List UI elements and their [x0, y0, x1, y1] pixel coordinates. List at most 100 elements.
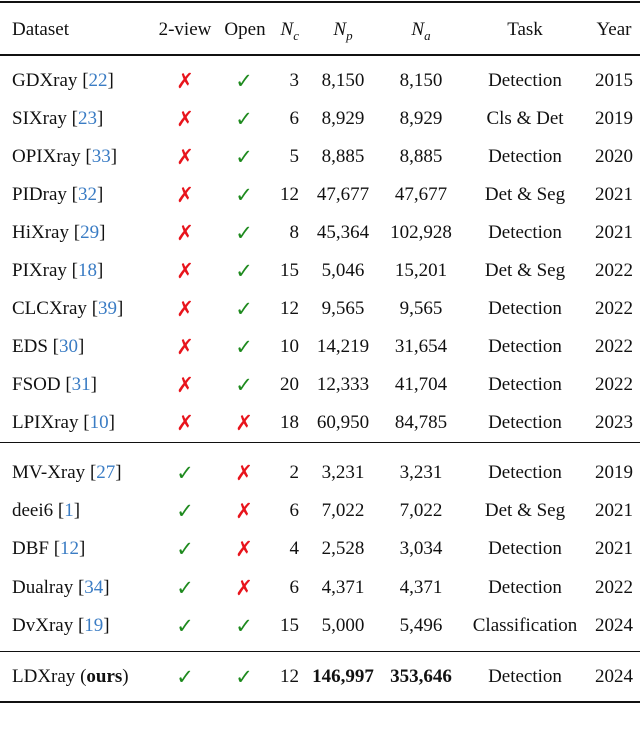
- na-cell: 7,022: [399, 500, 443, 522]
- citation-link[interactable]: 10: [89, 412, 109, 433]
- np-cell: 5,000: [321, 614, 365, 636]
- year-cell: 2021: [595, 184, 633, 205]
- task-cell: Detection: [488, 70, 562, 91]
- citation-link[interactable]: 12: [60, 538, 80, 560]
- header-nc: Nc: [280, 19, 299, 43]
- np-cell: 9,565: [321, 298, 365, 319]
- dataset-name: Dualray [34]: [12, 576, 110, 598]
- header-task: Task: [507, 19, 543, 40]
- na-cell: 4,371: [399, 576, 443, 598]
- open-check-icon: ✓: [235, 69, 253, 93]
- citation-link[interactable]: 19: [84, 614, 104, 636]
- nc-cell: 3: [289, 70, 300, 91]
- open-cross-icon: ✗: [235, 499, 253, 524]
- task-cell: Cls & Det: [486, 108, 564, 129]
- open-check-icon: ✓: [235, 335, 253, 359]
- ours-rule: [0, 651, 640, 652]
- np-cell: 45,364: [316, 222, 370, 243]
- year-cell: 2022: [595, 298, 633, 319]
- two-view-cross-icon: ✗: [176, 373, 194, 397]
- dataset-name: FSOD [31]: [12, 374, 97, 395]
- year-cell: 2019: [595, 108, 633, 129]
- citation-link[interactable]: 30: [58, 336, 78, 357]
- np-cell: 8,929: [321, 108, 365, 129]
- dataset-name: DvXray [19]: [12, 614, 110, 636]
- dataset-name: MV-Xray [27]: [12, 462, 122, 483]
- nc-cell: 12: [280, 184, 299, 205]
- citation-link[interactable]: 31: [71, 374, 91, 395]
- citation-link[interactable]: 32: [77, 184, 97, 205]
- nc-cell: 18: [280, 412, 299, 433]
- dataset-name: deei6 [1]: [12, 500, 81, 522]
- top-rule: [0, 1, 640, 3]
- two-view-check-icon: ✓: [176, 665, 194, 689]
- task-cell: Detection: [488, 412, 562, 433]
- np-cell: 146,997: [312, 666, 374, 687]
- two-view-check-icon: ✓: [176, 613, 194, 638]
- two-view-cross-icon: ✗: [176, 335, 194, 359]
- header-row: Dataset 2-view Open Nc Np Na Task Year: [0, 15, 640, 45]
- np-cell: 4,371: [321, 576, 365, 598]
- na-cell: 353,646: [390, 666, 452, 687]
- table-row: PIXray [18] ✗ ✓ 15 5,046 15,201 Det & Seg 2022: [0, 256, 640, 286]
- task-cell: Detection: [488, 538, 562, 560]
- header-rule: [0, 54, 640, 56]
- two-view-check-icon: ✓: [176, 537, 194, 562]
- citation-link[interactable]: 1: [64, 500, 74, 522]
- na-cell: 8,929: [399, 108, 443, 129]
- na-cell: 47,677: [394, 184, 448, 205]
- nc-cell: 6: [289, 108, 300, 129]
- open-cross-icon: ✗: [235, 575, 253, 600]
- year-cell: 2024: [595, 666, 633, 687]
- year-cell: 2021: [595, 222, 633, 243]
- bottom-rule: [0, 701, 640, 703]
- np-cell: 8,150: [321, 70, 365, 91]
- year-cell: 2015: [595, 70, 633, 91]
- citation-link[interactable]: 39: [98, 298, 118, 319]
- task-cell: Det & Seg: [484, 500, 566, 522]
- nc-cell: 2: [289, 462, 300, 483]
- year-cell: 2020: [595, 146, 633, 167]
- np-cell: 12,333: [316, 374, 370, 395]
- dataset-name: OPIXray [33]: [12, 146, 118, 167]
- two-view-cross-icon: ✗: [176, 411, 194, 435]
- dataset-name: PIDray [32]: [12, 184, 104, 205]
- citation-link[interactable]: 22: [88, 70, 108, 91]
- table-row: GDXray [22] ✗ ✓ 3 8,150 8,150 Detection 2015: [0, 66, 640, 96]
- citation-link[interactable]: 33: [91, 146, 111, 167]
- dataset-name: LDXray (ours): [12, 666, 129, 687]
- na-cell: 15,201: [394, 260, 448, 281]
- na-cell: 8,150: [399, 70, 443, 91]
- citation-link[interactable]: 27: [96, 462, 116, 483]
- open-check-icon: ✓: [235, 373, 253, 397]
- task-cell: Detection: [488, 222, 562, 243]
- nc-cell: 5: [289, 146, 300, 167]
- open-cross-icon: ✗: [235, 537, 253, 562]
- na-cell: 3,231: [399, 462, 443, 483]
- nc-cell: 20: [280, 374, 299, 395]
- open-check-icon: ✓: [235, 259, 253, 283]
- year-cell: 2022: [595, 336, 633, 357]
- header-open: Open: [224, 19, 266, 40]
- year-cell: 2022: [595, 576, 633, 598]
- table-row: MV-Xray [27] ✓ ✗ 2 3,231 3,231 Detection 2019: [0, 458, 640, 488]
- nc-cell: 12: [280, 298, 299, 319]
- na-cell: 31,654: [394, 336, 448, 357]
- two-view-check-icon: ✓: [176, 499, 194, 524]
- citation-link[interactable]: 29: [80, 222, 100, 243]
- two-view-cross-icon: ✗: [176, 69, 194, 93]
- dataset-name: SIXray [23]: [12, 108, 104, 129]
- nc-cell: 8: [289, 222, 300, 243]
- citation-link[interactable]: 34: [84, 576, 104, 598]
- citation-link[interactable]: 23: [77, 108, 97, 129]
- np-cell: 2,528: [321, 538, 365, 560]
- task-cell: Detection: [488, 298, 562, 319]
- task-cell: Detection: [488, 336, 562, 357]
- table-row: LPIXray [10] ✗ ✗ 18 60,950 84,785 Detection 202…: [0, 408, 640, 438]
- table-row: HiXray [29] ✗ ✓ 8 45,364 102,928 Detection 2021: [0, 218, 640, 248]
- table-row: SIXray [23] ✗ ✓ 6 8,929 8,929 Cls & Det 2019: [0, 104, 640, 134]
- open-check-icon: ✓: [235, 183, 253, 207]
- table-row: Dualray [34] ✓ ✗ 6 4,371 4,371 Detection 2022: [0, 573, 640, 603]
- two-view-cross-icon: ✗: [176, 221, 194, 245]
- citation-link[interactable]: 18: [77, 260, 97, 281]
